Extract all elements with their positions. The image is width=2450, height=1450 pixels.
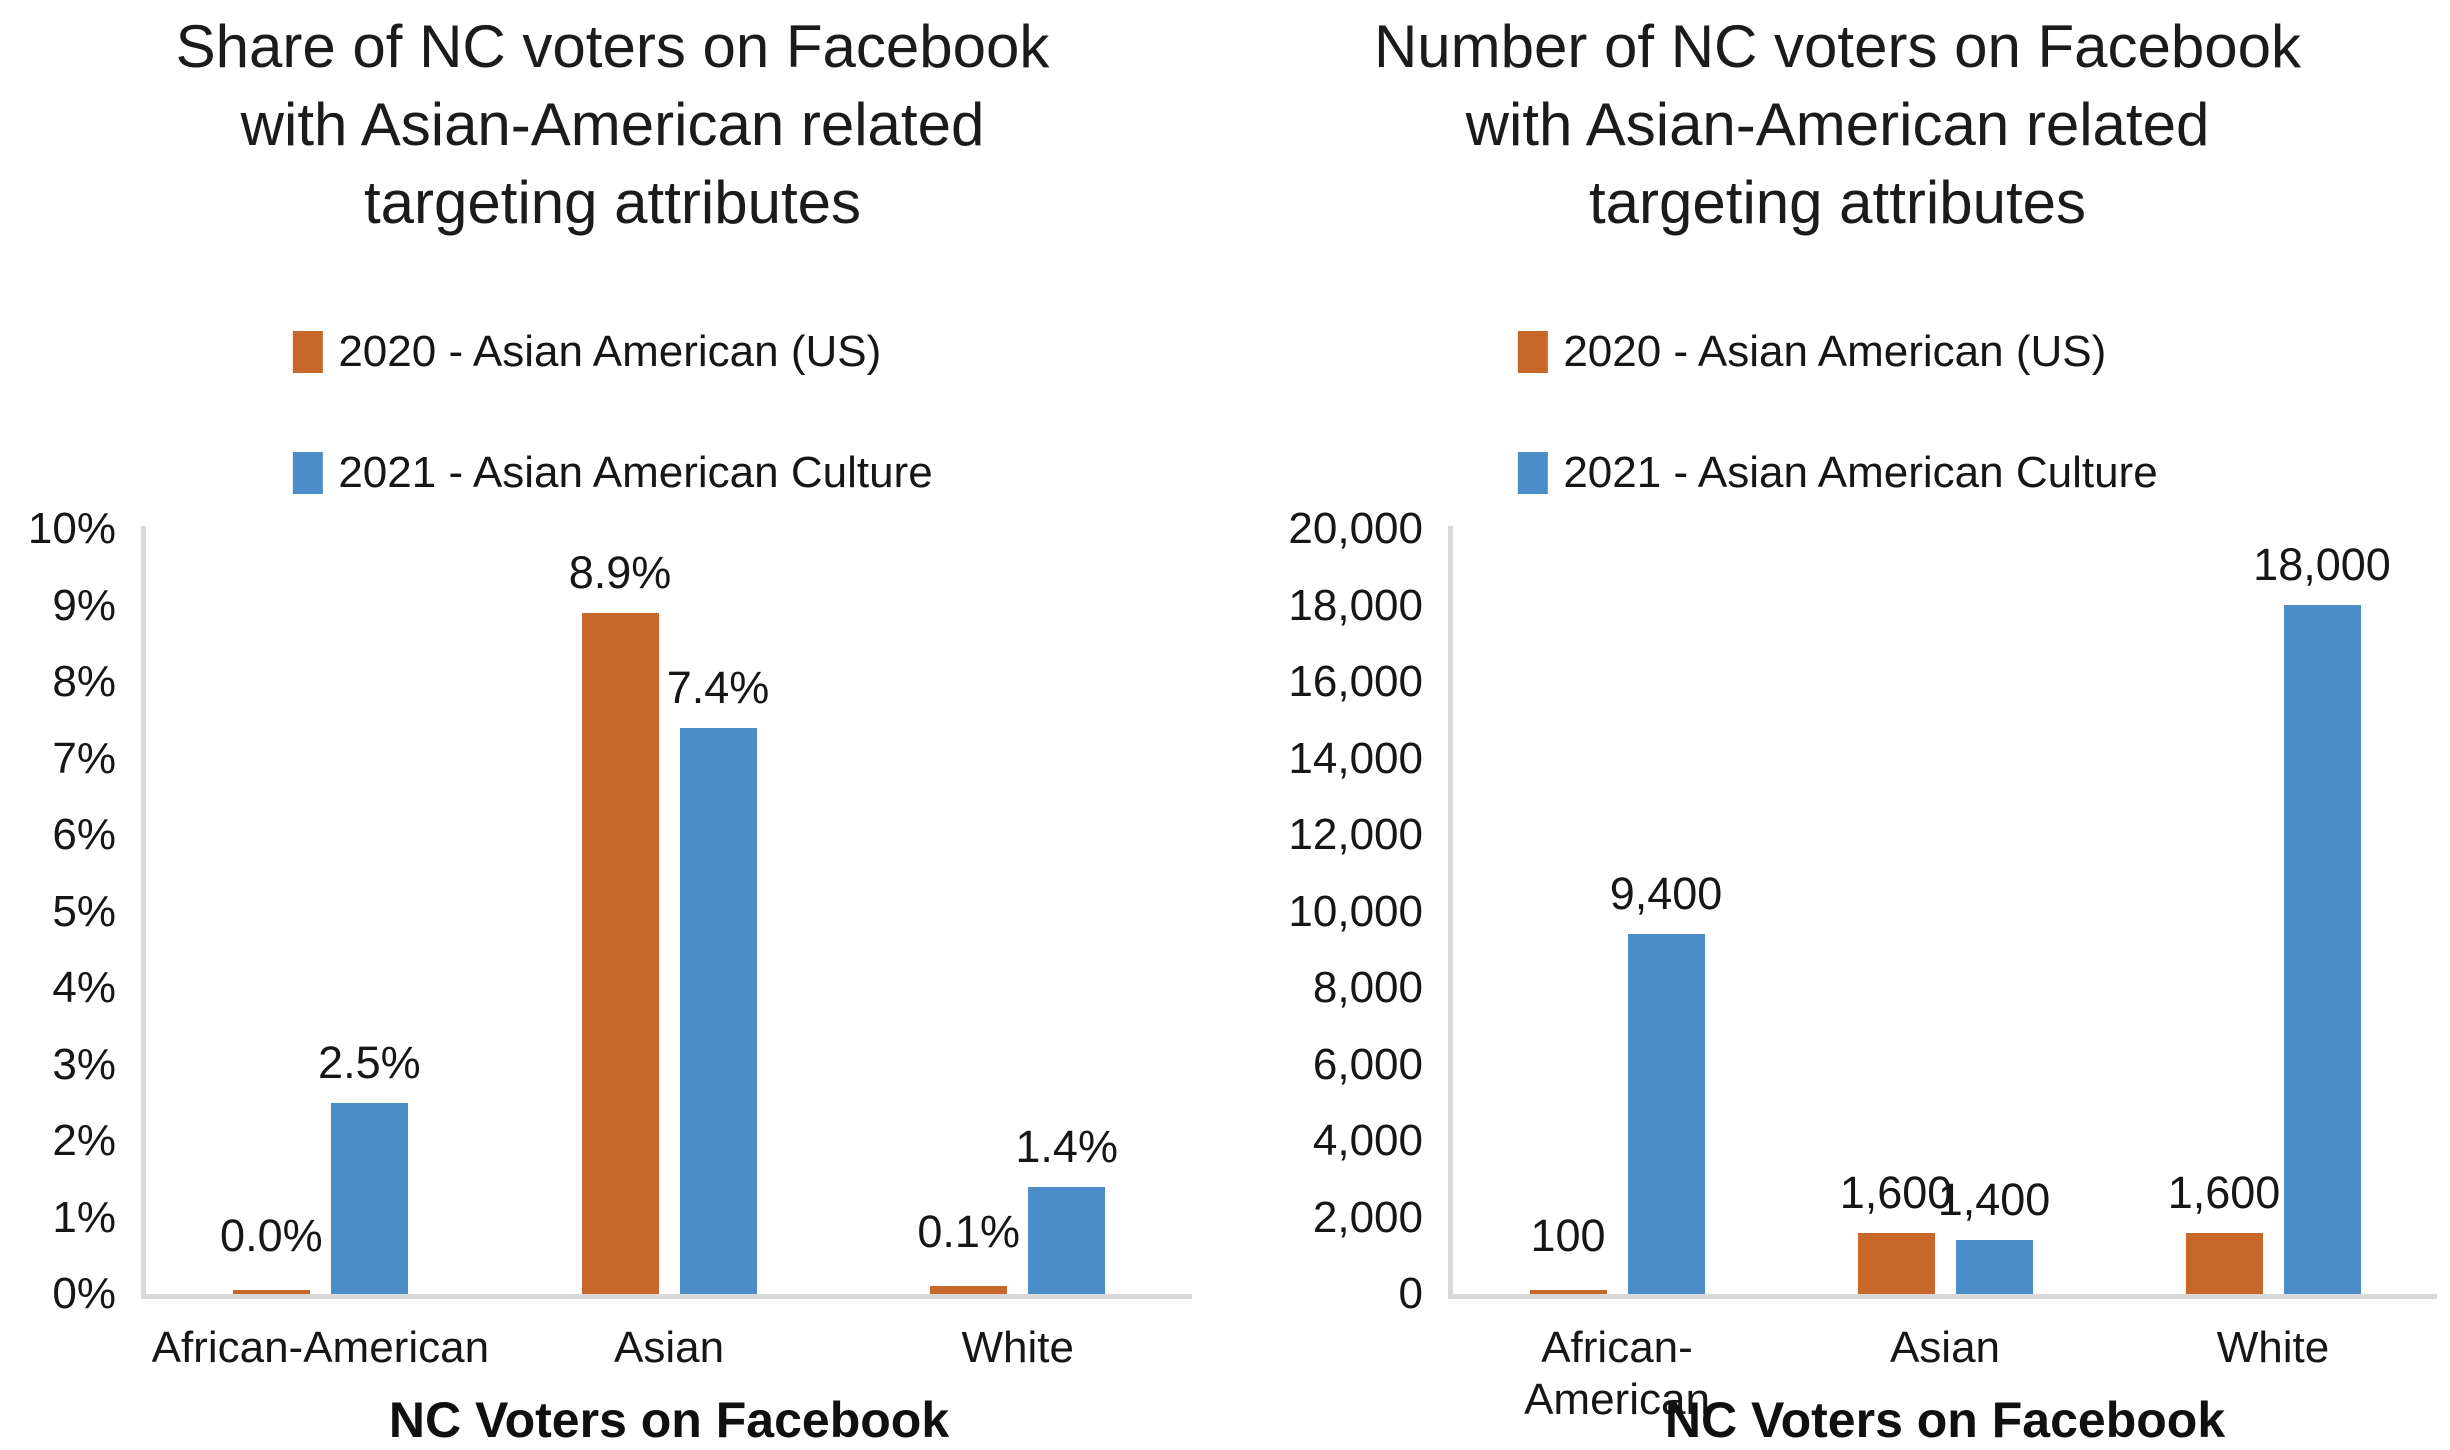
- bar-2021: 9,400: [1610, 868, 1722, 1294]
- bar-group: 1,600 1,400: [1781, 529, 2109, 1294]
- bar-2021: 18,000: [2253, 539, 2391, 1294]
- legend-color-swatch: [292, 452, 323, 494]
- bar-2021: 7.4%: [667, 662, 769, 1294]
- y-axis-tick-label: 14,000: [1288, 733, 1423, 783]
- y-axis-tick-label: 2,000: [1312, 1192, 1423, 1242]
- y-axis-tick-label: 18,000: [1288, 580, 1423, 630]
- x-axis-line: [1448, 1294, 2437, 1299]
- bar-2020: 1,600: [2168, 1167, 2280, 1294]
- chart-title-line: Share of NC voters on Facebook: [175, 13, 1050, 80]
- y-axis-tick-label: 2%: [52, 1116, 116, 1165]
- plot-area: 100 9,400 1,600 1,400 1,600 18,000: [1453, 529, 2437, 1294]
- y-axis-tick-label: 8%: [52, 657, 116, 706]
- category-label: African-American: [151, 1323, 490, 1372]
- bar-value-label: 100: [1530, 1210, 1606, 1261]
- bar-2020: 0.1%: [917, 1206, 1020, 1294]
- legend-color-swatch: [1517, 331, 1548, 373]
- bar-2020: 8.9%: [569, 547, 671, 1294]
- category-label: Asian: [613, 1323, 725, 1372]
- bar-value-label: 8.9%: [568, 547, 672, 598]
- legend: 2020 - Asian American (US) 2021 - Asian A…: [1517, 328, 2158, 497]
- bar-group: 1,600 18,000: [2109, 529, 2437, 1294]
- chart-title-line: Number of NC voters on Facebook: [1373, 13, 2302, 80]
- bar-2021: 1,400: [1938, 1174, 2050, 1294]
- y-axis-tick-label: 9%: [52, 580, 116, 630]
- legend-item-2021: 2021 - Asian American Culture: [292, 448, 933, 497]
- y-axis-line: [141, 526, 146, 1299]
- y-axis-tick-label: 5%: [52, 886, 116, 936]
- bar-2020: 0.0%: [220, 1210, 323, 1294]
- chart-title-line: targeting attributes: [364, 169, 861, 236]
- y-axis-line: [1448, 526, 1453, 1299]
- bar-group: 8.9% 7.4%: [495, 529, 844, 1294]
- category-label: White: [2216, 1323, 2330, 1372]
- y-axis-tick-label: 10,000: [1288, 886, 1423, 936]
- y-axis-tick-label: 3%: [52, 1039, 116, 1089]
- chart-title-line: with Asian-American related: [240, 91, 985, 158]
- bar-value-label: 1,600: [2167, 1167, 2281, 1218]
- category-axis: African-American Asian White: [1453, 1322, 2437, 1426]
- y-axis-tick-label: 6,000: [1312, 1039, 1423, 1089]
- bar-value-label: 9,400: [1609, 868, 1723, 919]
- bar-value-label: 0.1%: [917, 1206, 1020, 1257]
- plot-area: 0.0% 2.5% 8.9% 7.4% 0.1% 1.4%: [146, 529, 1192, 1294]
- chart-title: Number of NC voters on Facebook with Asia…: [1225, 8, 2450, 242]
- category-label: African-American: [1524, 1323, 1710, 1424]
- category-label: White: [961, 1323, 1074, 1372]
- bar-group: 0.0% 2.5%: [146, 529, 495, 1294]
- legend-item-2020: 2020 - Asian American (US): [1517, 328, 2106, 376]
- bar-2021: 1.4%: [1015, 1121, 1118, 1294]
- bar-value-label: 1.4%: [1015, 1121, 1118, 1172]
- legend-label: 2021 - Asian American Culture: [338, 448, 933, 497]
- bar-2020: 1,600: [1840, 1167, 1952, 1294]
- share-of-voters-chart-panel: Share of NC voters on Facebook with Asian…: [0, 8, 1225, 1448]
- y-axis-tick-label: 8,000: [1312, 963, 1423, 1012]
- legend-label: 2020 - Asian American (US): [338, 327, 882, 376]
- y-axis-tick-label: 16,000: [1288, 657, 1423, 706]
- legend-color-swatch: [292, 331, 323, 373]
- y-axis-tick-label: 4,000: [1312, 1116, 1423, 1165]
- bar-value-label: 7.4%: [666, 662, 770, 713]
- x-axis-line: [141, 1294, 1192, 1299]
- y-axis-tick-label: 0: [1398, 1269, 1423, 1318]
- y-axis-tick-label: 1%: [52, 1192, 116, 1242]
- bar-value-label: 2.5%: [318, 1037, 421, 1088]
- y-axis-tick-label: 4%: [52, 963, 116, 1012]
- category-axis: African-American Asian White: [146, 1322, 1192, 1374]
- x-axis-title: NC Voters on Facebook: [1664, 1392, 2226, 1448]
- category-label: Asian: [1889, 1323, 2001, 1372]
- number-of-voters-chart-panel: Number of NC voters on Facebook with Asia…: [1225, 0, 2450, 1450]
- bar-2020: 100: [1529, 1210, 1607, 1294]
- y-axis-tick-label: 12,000: [1288, 810, 1423, 859]
- y-axis-tick-label: 7%: [52, 733, 116, 783]
- chart-title: Share of NC voters on Facebook with Asian…: [0, 8, 1225, 242]
- bar-value-label: 0.0%: [220, 1210, 323, 1261]
- legend-item-2020: 2020 - Asian American (US): [292, 328, 881, 376]
- bar-group: 100 9,400: [1453, 529, 1781, 1294]
- legend-label: 2020 - Asian American (US): [1563, 327, 2107, 376]
- bar-2021: 2.5%: [318, 1037, 421, 1294]
- legend-color-swatch: [1517, 452, 1548, 494]
- y-axis-tick-label: 10%: [27, 504, 116, 553]
- x-axis-title: NC Voters on Facebook: [388, 1392, 950, 1448]
- legend-item-2021: 2021 - Asian American Culture: [1517, 448, 2158, 497]
- chart-title-line: targeting attributes: [1589, 169, 2086, 236]
- bar-value-label: 1,600: [1839, 1167, 1953, 1218]
- bar-value-label: 1,400: [1937, 1174, 2051, 1225]
- y-axis-tick-label: 20,000: [1288, 504, 1423, 553]
- y-axis-tick-label: 0%: [52, 1269, 116, 1318]
- legend-label: 2021 - Asian American Culture: [1563, 448, 2158, 497]
- bar-group: 0.1% 1.4%: [843, 529, 1192, 1294]
- y-axis-tick-label: 6%: [52, 810, 116, 859]
- legend: 2020 - Asian American (US) 2021 - Asian A…: [292, 328, 933, 497]
- bar-value-label: 18,000: [2253, 539, 2391, 590]
- chart-title-line: with Asian-American related: [1465, 91, 2210, 158]
